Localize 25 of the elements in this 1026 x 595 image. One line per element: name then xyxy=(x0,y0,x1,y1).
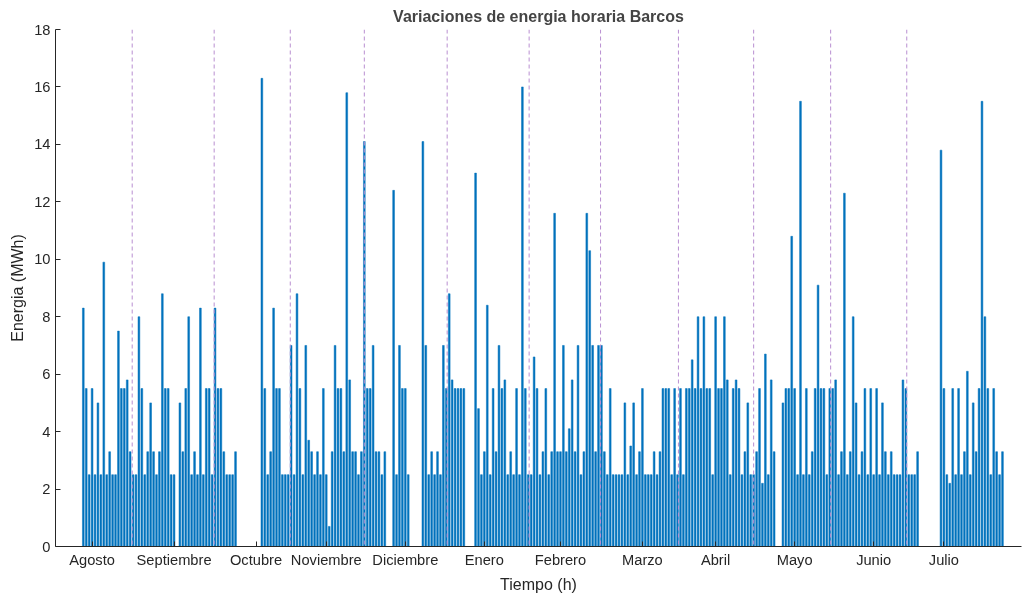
x-tick-label: Abril xyxy=(700,551,731,568)
y-tick-label: 16 xyxy=(34,78,51,95)
y-tick-label: 14 xyxy=(34,136,51,153)
x-tick-label: Junio xyxy=(856,551,892,568)
y-tick-label: 0 xyxy=(42,538,51,555)
y-tick-label: 18 xyxy=(34,21,51,38)
chart-title: Variaciones de energia horaria Barcos xyxy=(393,7,684,25)
x-tick-label: Noviembre xyxy=(290,551,362,568)
x-tick-label: Julio xyxy=(928,551,960,568)
x-tick-label: Diciembre xyxy=(372,551,439,568)
y-tick-label: 10 xyxy=(34,251,51,268)
x-tick-label: Mayo xyxy=(776,551,813,568)
x-tick-label: Marzo xyxy=(622,551,663,568)
x-tick-label: Septiembre xyxy=(136,551,212,568)
x-tick-label: Octubre xyxy=(229,551,283,568)
x-axis-title: Tiempo (h) xyxy=(500,575,577,593)
y-tick-label: 2 xyxy=(42,481,51,498)
x-tick-label: Agosto xyxy=(69,551,115,568)
y-axis-title: Energia (MWh) xyxy=(9,234,27,342)
y-tick-label: 8 xyxy=(42,308,51,325)
y-tick-label: 6 xyxy=(42,366,51,383)
x-tick-label: Febrero xyxy=(534,551,587,568)
y-tick-label: 4 xyxy=(42,423,51,440)
y-tick-label: 12 xyxy=(34,193,51,210)
x-tick-label: Enero xyxy=(464,551,504,568)
